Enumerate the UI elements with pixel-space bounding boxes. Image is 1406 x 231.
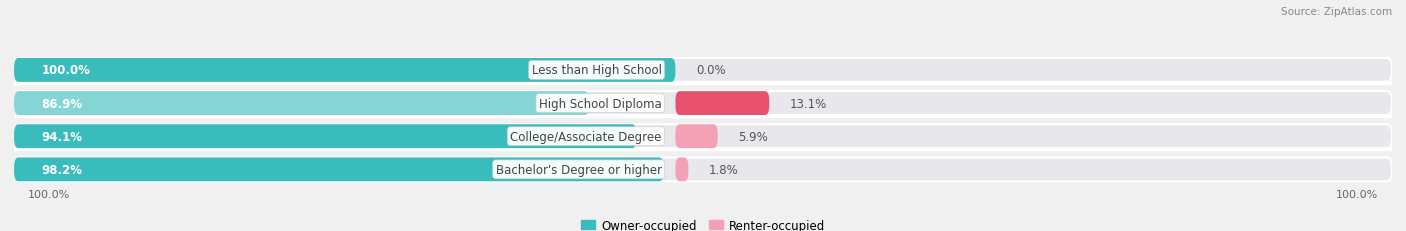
Text: Source: ZipAtlas.com: Source: ZipAtlas.com	[1281, 7, 1392, 17]
FancyBboxPatch shape	[675, 92, 769, 116]
Text: 100.0%: 100.0%	[28, 189, 70, 199]
FancyBboxPatch shape	[14, 92, 589, 116]
Text: College/Associate Degree: College/Associate Degree	[510, 130, 662, 143]
FancyBboxPatch shape	[14, 59, 675, 82]
Text: 5.9%: 5.9%	[738, 130, 768, 143]
Text: 98.2%: 98.2%	[42, 163, 83, 176]
Text: 0.0%: 0.0%	[696, 64, 725, 77]
Text: High School Diploma: High School Diploma	[538, 97, 662, 110]
Legend: Owner-occupied, Renter-occupied: Owner-occupied, Renter-occupied	[576, 214, 830, 231]
Text: 86.9%: 86.9%	[42, 97, 83, 110]
Text: 13.1%: 13.1%	[790, 97, 827, 110]
Text: 100.0%: 100.0%	[42, 64, 90, 77]
Text: 94.1%: 94.1%	[42, 130, 83, 143]
FancyBboxPatch shape	[14, 92, 1392, 116]
FancyBboxPatch shape	[14, 125, 1392, 149]
FancyBboxPatch shape	[14, 158, 664, 182]
Text: 1.8%: 1.8%	[709, 163, 738, 176]
FancyBboxPatch shape	[14, 125, 637, 149]
FancyBboxPatch shape	[14, 158, 1392, 182]
FancyBboxPatch shape	[675, 158, 689, 182]
FancyBboxPatch shape	[675, 125, 717, 149]
FancyBboxPatch shape	[14, 59, 1392, 82]
Text: Less than High School: Less than High School	[531, 64, 662, 77]
Text: Bachelor's Degree or higher: Bachelor's Degree or higher	[496, 163, 662, 176]
Text: 100.0%: 100.0%	[1336, 189, 1378, 199]
